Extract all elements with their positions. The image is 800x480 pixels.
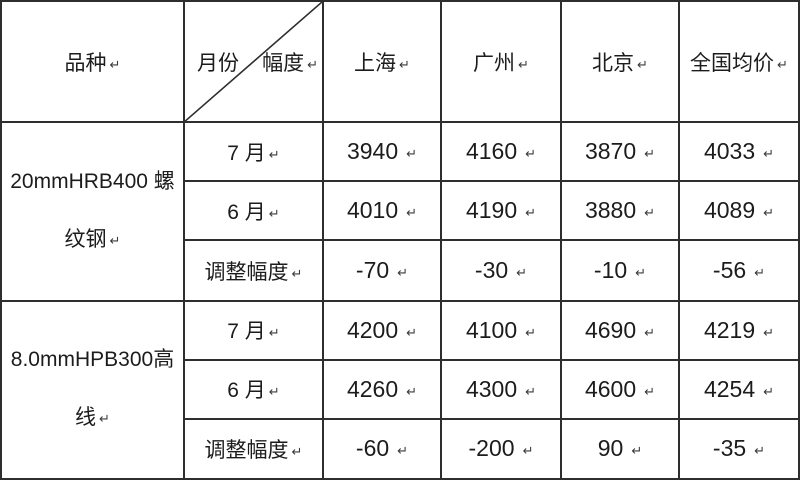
return-mark: ↵ bbox=[397, 265, 409, 281]
return-mark: ↵ bbox=[525, 324, 537, 340]
row-label-july: 7 月 ↵ bbox=[183, 299, 324, 361]
value-cell: -60 ↵ bbox=[322, 417, 442, 480]
return-mark: ↵ bbox=[637, 56, 648, 72]
header-national-average: 全国均价 ↵ bbox=[678, 0, 800, 124]
value-cell: 4219 ↵ bbox=[678, 299, 800, 361]
value-cell: 4160 ↵ bbox=[440, 121, 562, 183]
diagonal-amplitude-text: 幅度 bbox=[262, 51, 305, 75]
product-name-line1: 20mmHRB400 螺 bbox=[10, 169, 175, 193]
value-cell: 4600 ↵ bbox=[560, 358, 680, 420]
table-row: 6 月 ↵ 4010 ↵ 4190 ↵ 3880 ↵ 4089 ↵ bbox=[1, 180, 800, 242]
header-city-shanghai: 上海 ↵ bbox=[322, 0, 442, 124]
row-label-adjustment: 调整幅度 ↵ bbox=[183, 417, 324, 480]
header-city-beijing: 北京 ↵ bbox=[560, 0, 680, 124]
return-mark: ↵ bbox=[406, 324, 418, 340]
value-cell: -30 ↵ bbox=[440, 239, 562, 302]
value-cell: -10 ↵ bbox=[560, 239, 680, 302]
city-label: 全国均价 bbox=[690, 51, 775, 75]
return-mark: ↵ bbox=[268, 146, 280, 162]
table-row: 8.0mmHPB300高 线 ↵ 7 月 ↵ 4200 ↵ 4100 ↵ 4690 ↵ 4… bbox=[0, 299, 800, 480]
value-cell: -70 ↵ bbox=[322, 239, 442, 302]
header-city-guangzhou: 广州 ↵ bbox=[440, 0, 562, 124]
return-mark: ↵ bbox=[754, 443, 766, 459]
table-row: 调整幅度 ↵ -70 ↵ -30 ↵ -10 ↵ -56 ↵ bbox=[1, 239, 800, 302]
return-mark: ↵ bbox=[763, 205, 775, 221]
product-name-line2: 纹钢 ↵ bbox=[64, 227, 121, 251]
return-mark: ↵ bbox=[291, 265, 303, 281]
return-mark: ↵ bbox=[268, 205, 280, 221]
value-cell: 4690 ↵ bbox=[560, 299, 680, 361]
return-mark: ↵ bbox=[307, 56, 318, 72]
return-mark: ↵ bbox=[516, 265, 528, 281]
value-cell: 4010 ↵ bbox=[322, 180, 442, 242]
return-mark: ↵ bbox=[406, 383, 418, 399]
value-cell: -200 ↵ bbox=[440, 417, 562, 480]
row-label-july: 7 月 ↵ bbox=[183, 121, 324, 183]
value-cell: 4300 ↵ bbox=[440, 358, 562, 420]
value-cell: 4260 ↵ bbox=[322, 358, 442, 420]
return-mark: ↵ bbox=[631, 443, 643, 459]
return-mark: ↵ bbox=[777, 56, 788, 72]
city-label: 北京 bbox=[592, 51, 635, 75]
value-cell: 4200 ↵ bbox=[322, 299, 442, 361]
header-variety-label: 品种 bbox=[64, 51, 107, 75]
return-mark: ↵ bbox=[99, 411, 110, 427]
value-cell: 4190 ↵ bbox=[440, 180, 562, 242]
value-cell: 4089 ↵ bbox=[678, 180, 800, 242]
product-name-rebar: 20mmHRB400 螺 纹钢 ↵ bbox=[0, 121, 185, 302]
return-mark: ↵ bbox=[644, 205, 656, 221]
return-mark: ↵ bbox=[525, 205, 537, 221]
value-cell: 3870 ↵ bbox=[560, 121, 680, 183]
return-mark: ↵ bbox=[397, 443, 409, 459]
return-mark: ↵ bbox=[399, 56, 410, 72]
return-mark: ↵ bbox=[522, 443, 534, 459]
return-mark: ↵ bbox=[109, 56, 121, 72]
diagonal-line bbox=[185, 2, 322, 122]
header-row: 品种 ↵ 月份 幅度 ↵ 上海 ↵ 广州 ↵ 北京 ↵ 全国均价 ↵ bbox=[0, 0, 800, 124]
value-cell: 3940 ↵ bbox=[322, 121, 442, 183]
return-mark: ↵ bbox=[763, 383, 775, 399]
table-row: 20mmHRB400 螺 纹钢 ↵ 7 月 ↵ 3940 ↵ 4160 ↵ 3870 ↵ … bbox=[0, 121, 800, 302]
value-cell: 4254 ↵ bbox=[678, 358, 800, 420]
row-label-adjustment: 调整幅度 ↵ bbox=[183, 239, 324, 302]
return-mark: ↵ bbox=[754, 265, 766, 281]
table-row: 调整幅度 ↵ -60 ↵ -200 ↵ 90 ↵ -35 ↵ bbox=[1, 417, 800, 480]
return-mark: ↵ bbox=[644, 383, 656, 399]
product-name-line1: 8.0mmHPB300高 bbox=[10, 348, 175, 372]
return-mark: ↵ bbox=[406, 205, 418, 221]
header-variety-cell: 品种 ↵ bbox=[0, 0, 185, 124]
return-mark: ↵ bbox=[635, 265, 647, 281]
table-row: 6 月 ↵ 4260 ↵ 4300 ↵ 4600 ↵ 4254 ↵ bbox=[1, 358, 800, 420]
value-cell: -35 ↵ bbox=[678, 417, 800, 480]
value-cell: 4100 ↵ bbox=[440, 299, 562, 361]
return-mark: ↵ bbox=[644, 146, 656, 162]
city-label: 上海 bbox=[354, 51, 397, 75]
diagonal-label-amplitude: 幅度 ↵ bbox=[262, 47, 318, 77]
return-mark: ↵ bbox=[644, 324, 656, 340]
return-mark: ↵ bbox=[525, 383, 537, 399]
row-label-june: 6 月 ↵ bbox=[183, 358, 324, 420]
value-cell: 4033 ↵ bbox=[678, 121, 800, 183]
return-mark: ↵ bbox=[525, 146, 537, 162]
diagonal-label-month: 月份 bbox=[197, 51, 239, 75]
return-mark: ↵ bbox=[518, 56, 529, 72]
return-mark: ↵ bbox=[268, 384, 280, 400]
return-mark: ↵ bbox=[763, 324, 775, 340]
return-mark: ↵ bbox=[109, 232, 121, 248]
value-cell: -56 ↵ bbox=[678, 239, 800, 302]
header-diagonal-cell: 月份 幅度 ↵ bbox=[183, 0, 324, 124]
product-name-wire-rod: 8.0mmHPB300高 线 ↵ bbox=[0, 299, 185, 480]
product-name-line2: 线 ↵ bbox=[75, 406, 110, 430]
row-label-june: 6 月 ↵ bbox=[183, 180, 324, 242]
city-label: 广州 bbox=[473, 51, 516, 75]
return-mark: ↵ bbox=[763, 146, 775, 162]
return-mark: ↵ bbox=[406, 146, 418, 162]
return-mark: ↵ bbox=[291, 443, 303, 459]
return-mark: ↵ bbox=[268, 325, 280, 341]
value-cell: 3880 ↵ bbox=[560, 180, 680, 242]
value-cell: 90 ↵ bbox=[560, 417, 680, 480]
